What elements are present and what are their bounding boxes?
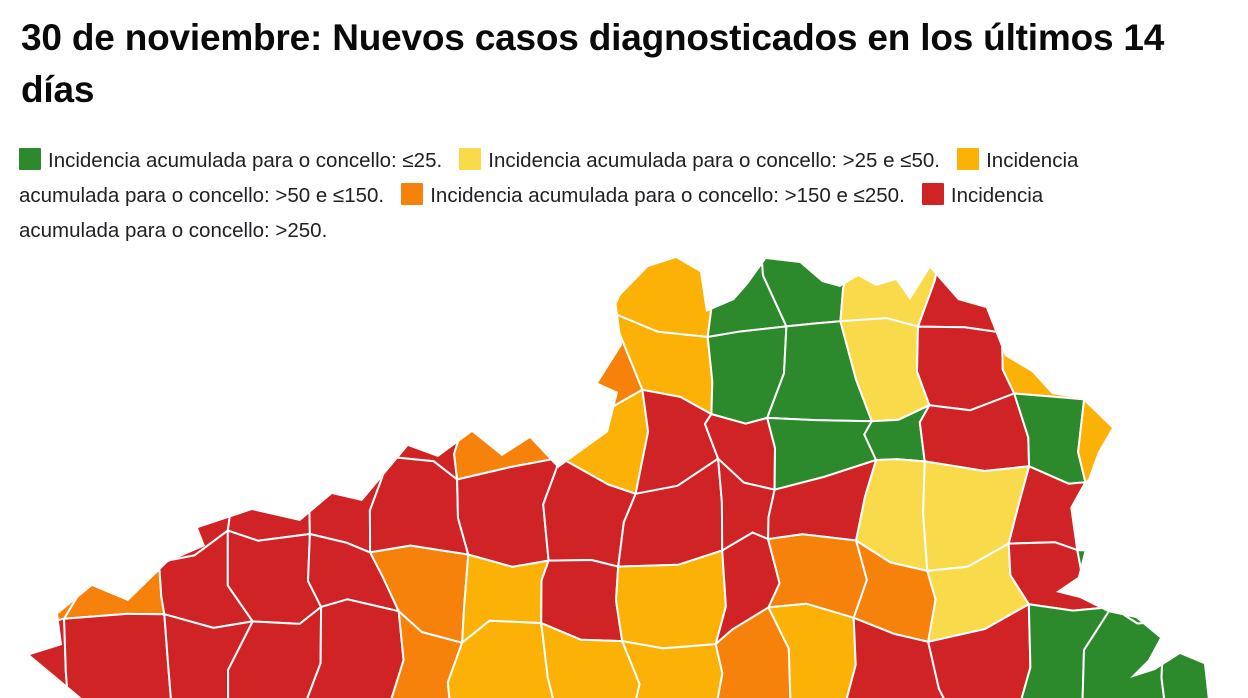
concello-region[interactable]: [226, 463, 321, 542]
concello-region[interactable]: [1077, 398, 1185, 484]
concello-region[interactable]: [842, 616, 952, 698]
concello-region[interactable]: [1001, 331, 1086, 401]
legend-label: Incidencia acumulada para o concello: >2…: [488, 149, 940, 172]
legend-label: Incidencia acumulada para o concello: >5…: [19, 149, 1079, 207]
legend-label: Incidencia acumulada para o concello: ≤2…: [48, 149, 443, 172]
legend-item: Incidencia acumulada para o concello: >5…: [19, 148, 1079, 207]
concello-region[interactable]: [446, 619, 558, 698]
concello-region[interactable]: [621, 640, 724, 698]
legend-item: Incidencia acumulada para o concello: ≤2…: [19, 148, 443, 172]
legend-label: Incidencia acumulada para o concello: >2…: [19, 184, 1044, 242]
concello-region[interactable]: [767, 602, 857, 698]
concello-region[interactable]: [63, 534, 166, 620]
concello-region[interactable]: [0, 617, 70, 698]
concello-region[interactable]: [163, 613, 254, 698]
legend-swatch: [459, 148, 482, 170]
legend-item: Incidencia acumulada para o concello: >1…: [401, 183, 905, 207]
concello-region[interactable]: [540, 622, 641, 698]
legend-item: Incidencia acumulada para o concello: >2…: [19, 183, 1044, 242]
concello-region[interactable]: [386, 610, 464, 698]
concello-region[interactable]: [1160, 620, 1248, 698]
concello-region[interactable]: [301, 598, 405, 698]
concello-region[interactable]: [1016, 603, 1113, 698]
concello-region[interactable]: [927, 603, 1032, 698]
legend-swatch: [19, 148, 41, 170]
land-group: [0, 233, 1248, 698]
concello-region[interactable]: [916, 325, 1016, 412]
legend: Incidencia acumulada para o concello: ≤2…: [19, 143, 1139, 248]
concello-region[interactable]: [615, 549, 727, 650]
headline: 30 de noviembre: Nuevos casos diagnostic…: [21, 17, 1165, 110]
legend-label: Incidencia acumulada para o concello: >1…: [430, 184, 905, 207]
legend-item: Incidencia acumulada para o concello: >2…: [459, 148, 940, 172]
concello-region[interactable]: [227, 605, 323, 698]
legend-swatch: [957, 148, 980, 170]
concello-region[interactable]: [714, 606, 792, 698]
concello-region[interactable]: [917, 233, 1021, 334]
concello-region[interactable]: [63, 612, 173, 698]
legend-swatch: [401, 183, 424, 205]
legend-swatch: [921, 183, 944, 205]
